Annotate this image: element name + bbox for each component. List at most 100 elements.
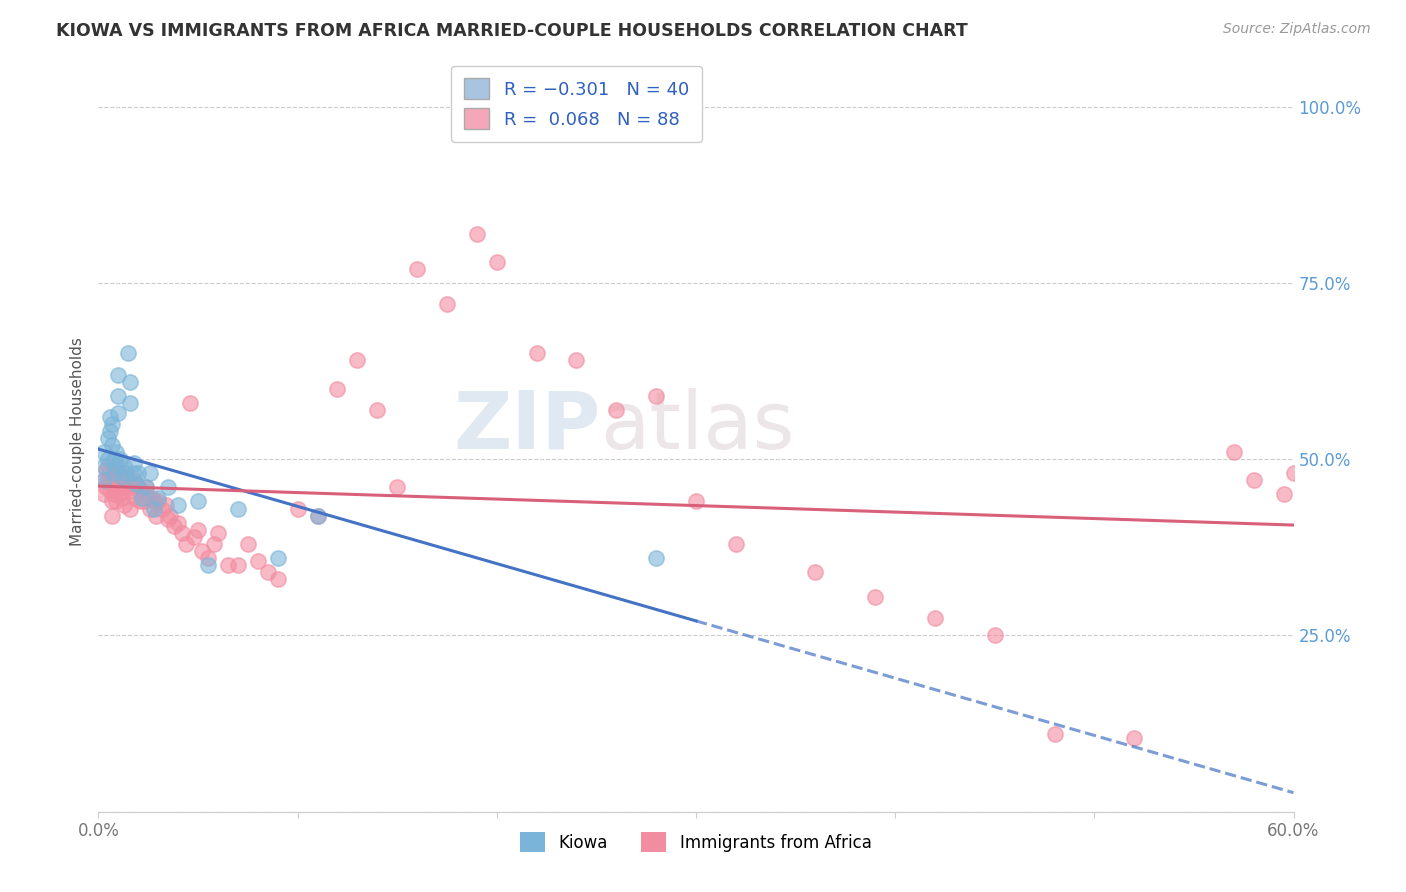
- Point: [93, 445, 115, 459]
- Point: [983, 628, 1005, 642]
- Point: [526, 346, 548, 360]
- Point: [97, 473, 120, 487]
- Point: [131, 483, 153, 498]
- Point: [202, 537, 225, 551]
- Point: [107, 368, 129, 382]
- Point: [93, 487, 115, 501]
- Point: [120, 396, 142, 410]
- Point: [110, 467, 132, 481]
- Point: [107, 473, 129, 487]
- Point: [565, 353, 588, 368]
- Point: [863, 590, 886, 604]
- Point: [107, 406, 129, 420]
- Point: [207, 526, 229, 541]
- Point: [287, 501, 309, 516]
- Text: atlas: atlas: [600, 388, 794, 466]
- Point: [163, 519, 186, 533]
- Point: [406, 261, 429, 276]
- Point: [179, 396, 201, 410]
- Point: [129, 494, 152, 508]
- Point: [174, 537, 197, 551]
- Point: [187, 494, 209, 508]
- Point: [157, 512, 180, 526]
- Point: [93, 473, 115, 487]
- Point: [111, 470, 134, 484]
- Point: [1282, 467, 1305, 481]
- Point: [246, 554, 269, 568]
- Point: [111, 491, 134, 505]
- Point: [465, 227, 488, 241]
- Point: [125, 476, 148, 491]
- Point: [256, 565, 278, 579]
- Point: [724, 537, 747, 551]
- Point: [183, 530, 205, 544]
- Point: [157, 480, 180, 494]
- Point: [110, 452, 132, 467]
- Point: [226, 558, 249, 572]
- Point: [103, 452, 125, 467]
- Point: [191, 544, 214, 558]
- Point: [107, 459, 129, 474]
- Point: [120, 501, 142, 516]
- Point: [217, 558, 239, 572]
- Point: [105, 476, 128, 491]
- Point: [101, 476, 124, 491]
- Point: [101, 508, 124, 523]
- Point: [267, 550, 290, 565]
- Point: [155, 498, 177, 512]
- Point: [110, 487, 132, 501]
- Point: [96, 480, 118, 494]
- Point: [605, 402, 627, 417]
- Point: [1243, 473, 1265, 487]
- Point: [366, 402, 388, 417]
- Point: [267, 572, 290, 586]
- Point: [924, 611, 946, 625]
- Point: [98, 424, 122, 438]
- Point: [125, 476, 148, 491]
- Point: [139, 467, 162, 481]
- Point: [143, 494, 166, 508]
- Point: [112, 459, 135, 474]
- Point: [436, 297, 458, 311]
- Point: [135, 480, 157, 494]
- Point: [105, 445, 128, 459]
- Point: [187, 523, 209, 537]
- Text: Source: ZipAtlas.com: Source: ZipAtlas.com: [1223, 22, 1371, 37]
- Point: [307, 508, 329, 523]
- Point: [101, 438, 124, 452]
- Point: [98, 483, 122, 498]
- Point: [96, 463, 118, 477]
- Point: [197, 550, 219, 565]
- Point: [326, 382, 349, 396]
- Point: [141, 491, 163, 505]
- Point: [134, 494, 156, 508]
- Point: [97, 452, 120, 467]
- Point: [346, 353, 368, 368]
- Y-axis label: Married-couple Households: Married-couple Households: [69, 337, 84, 546]
- Point: [645, 550, 668, 565]
- Point: [159, 508, 181, 523]
- Legend: Kiowa, Immigrants from Africa: Kiowa, Immigrants from Africa: [513, 825, 879, 859]
- Text: ZIP: ZIP: [453, 388, 600, 466]
- Point: [112, 480, 135, 494]
- Point: [124, 473, 146, 487]
- Point: [150, 501, 173, 516]
- Point: [1043, 727, 1066, 741]
- Point: [131, 491, 153, 505]
- Point: [97, 459, 120, 474]
- Text: KIOWA VS IMMIGRANTS FROM AFRICA MARRIED-COUPLE HOUSEHOLDS CORRELATION CHART: KIOWA VS IMMIGRANTS FROM AFRICA MARRIED-…: [56, 22, 967, 40]
- Point: [226, 501, 249, 516]
- Point: [136, 491, 159, 505]
- Point: [101, 494, 124, 508]
- Point: [93, 473, 115, 487]
- Point: [107, 389, 129, 403]
- Point: [236, 537, 259, 551]
- Point: [117, 346, 139, 360]
- Point: [124, 456, 146, 470]
- Point: [127, 467, 149, 481]
- Point: [685, 494, 707, 508]
- Point: [485, 254, 508, 268]
- Point: [115, 467, 138, 481]
- Point: [1272, 487, 1295, 501]
- Point: [143, 501, 166, 516]
